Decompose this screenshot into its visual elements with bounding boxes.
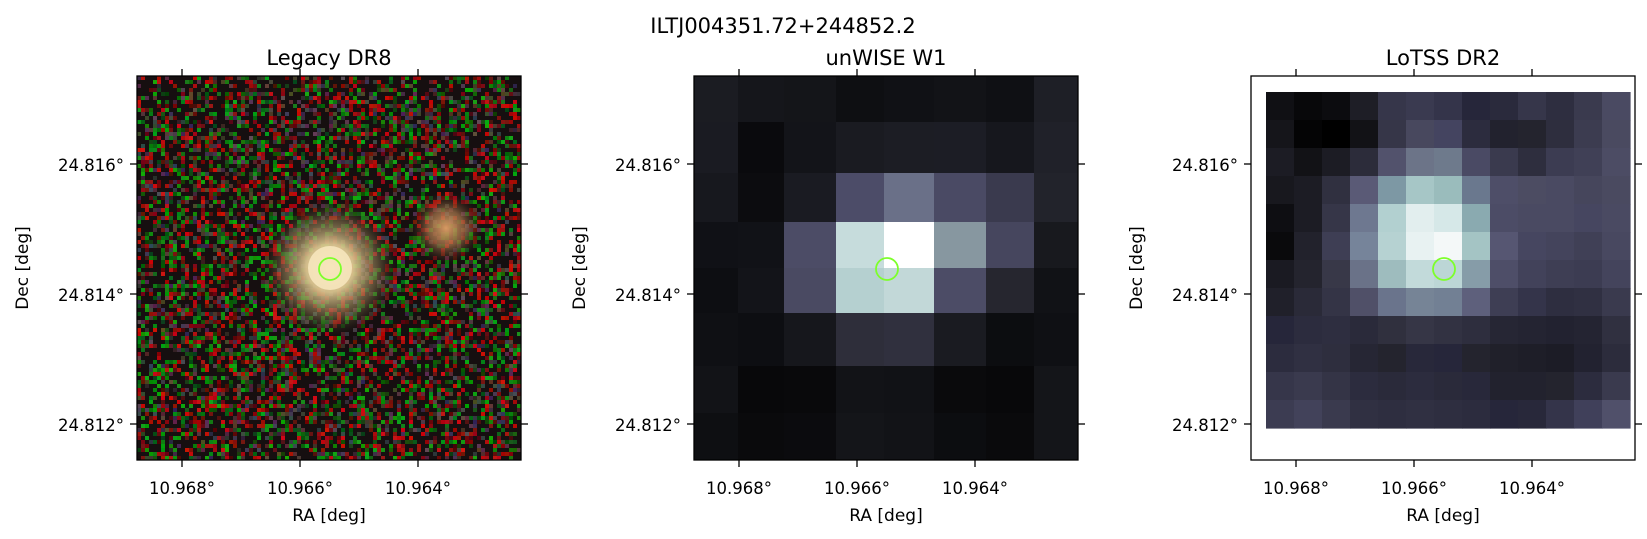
- panel-unwise-w1: unWISE W1 10.968° 10.966° 10.964° 24.816…: [570, 46, 1085, 526]
- ytick-label: 24.816°: [58, 156, 124, 175]
- panel-legacy-dr8: Legacy DR8 10.968° 10.966° 10.964° 24.81…: [13, 46, 528, 526]
- x-axis-label: RA [deg]: [292, 506, 365, 526]
- axis-ticks: [1244, 69, 1642, 467]
- ytick-label: 24.816°: [1172, 156, 1238, 175]
- axes-frame: [693, 75, 1079, 461]
- legacy-dr8-image: [137, 76, 521, 460]
- ytick-label: 24.814°: [58, 286, 124, 305]
- xtick-label: 10.964°: [942, 479, 1008, 498]
- y-axis-label: Dec [deg]: [13, 226, 33, 310]
- xtick-label: 10.966°: [267, 479, 333, 498]
- ytick-label: 24.816°: [615, 156, 681, 175]
- ytick-label: 24.814°: [1172, 286, 1238, 305]
- panel-title: Legacy DR8: [266, 46, 391, 70]
- xtick-label: 10.968°: [149, 479, 215, 498]
- y-axis-label: Dec [deg]: [570, 226, 590, 310]
- panel-lotss-dr2: LoTSS DR2 10.968° 10.966° 10.964° 24.816…: [1127, 46, 1642, 526]
- panel-title: LoTSS DR2: [1386, 46, 1500, 70]
- xtick-label: 10.968°: [706, 479, 772, 498]
- source-marker-circle: [318, 257, 342, 281]
- axis-ticks: [130, 69, 528, 467]
- xtick-label: 10.966°: [1381, 479, 1447, 498]
- unwise-w1-image: [694, 76, 1078, 460]
- xtick-label: 10.968°: [1263, 479, 1329, 498]
- x-axis-label: RA [deg]: [849, 506, 922, 526]
- source-marker-circle: [875, 257, 899, 281]
- xtick-label: 10.964°: [385, 479, 451, 498]
- xtick-label: 10.964°: [1499, 479, 1565, 498]
- figure-title: ILTJ004351.72+244852.2: [650, 14, 915, 38]
- axes-frame: [1250, 75, 1636, 461]
- ytick-label: 24.814°: [615, 286, 681, 305]
- y-axis-label: Dec [deg]: [1127, 226, 1147, 310]
- source-marker-circle: [1432, 257, 1456, 281]
- ytick-label: 24.812°: [1172, 416, 1238, 435]
- x-axis-label: RA [deg]: [1406, 506, 1479, 526]
- axes-frame: [136, 75, 522, 461]
- axis-ticks: [687, 69, 1085, 467]
- xtick-label: 10.966°: [824, 479, 890, 498]
- companion-galaxy: [410, 192, 482, 264]
- ytick-label: 24.812°: [58, 416, 124, 435]
- ytick-label: 24.812°: [615, 416, 681, 435]
- lotss-dr2-image: [1251, 76, 1635, 460]
- panel-title: unWISE W1: [826, 46, 947, 70]
